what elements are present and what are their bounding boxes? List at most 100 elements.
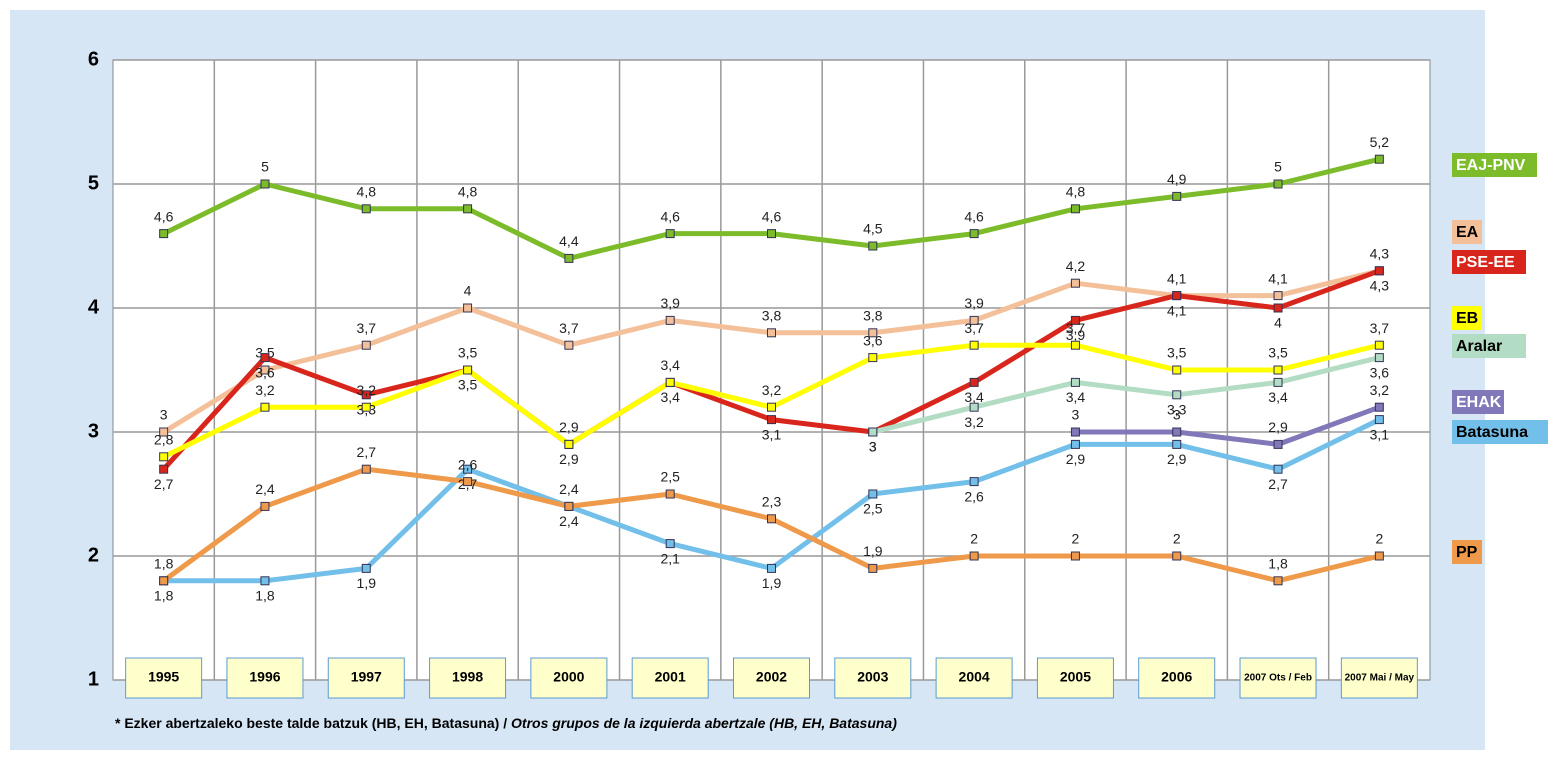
value-label: 4,8 <box>357 184 377 200</box>
value-label: 2,8 <box>154 432 174 448</box>
value-label: 4,6 <box>762 208 782 224</box>
point-marker <box>361 563 371 573</box>
value-label: 4,4 <box>559 233 579 249</box>
point-marker <box>665 229 675 239</box>
y-tick-label: 2 <box>88 544 99 566</box>
value-label: 4,1 <box>1268 270 1288 286</box>
point-marker <box>463 204 473 214</box>
point-marker <box>463 365 473 375</box>
value-label: 3,1 <box>1370 426 1390 442</box>
value-label: 2 <box>1072 531 1080 547</box>
category-box <box>1340 657 1418 699</box>
point-marker <box>868 563 878 573</box>
point-marker <box>1070 427 1080 437</box>
value-label: 3 <box>869 439 877 455</box>
point-marker <box>1070 340 1080 350</box>
x-tick-label: 1997 <box>351 669 382 685</box>
value-label: 3,4 <box>1268 389 1288 405</box>
point-marker <box>868 489 878 499</box>
point-marker <box>969 402 979 412</box>
point-marker <box>1273 365 1283 375</box>
point-marker <box>463 464 473 474</box>
y-tick-label: 1 <box>88 668 99 690</box>
category-box <box>935 657 1013 699</box>
value-label: 3,2 <box>357 382 377 398</box>
value-label: 3,7 <box>1066 320 1086 336</box>
point-marker <box>260 576 270 586</box>
value-label: 3,2 <box>964 414 984 430</box>
point-marker <box>665 315 675 325</box>
point-marker <box>1070 439 1080 449</box>
value-label: 2,5 <box>660 469 680 485</box>
point-marker <box>1374 551 1384 561</box>
value-label: 3,9 <box>1066 327 1086 343</box>
x-tick-label: 1996 <box>249 669 280 685</box>
value-label: 2,9 <box>559 419 579 435</box>
point-marker <box>1273 377 1283 387</box>
value-label: 3,9 <box>660 295 680 311</box>
x-tick-label: 2005 <box>1060 669 1091 685</box>
point-marker <box>1172 365 1182 375</box>
legend-swatch <box>1452 390 1504 414</box>
value-label: 2,4 <box>559 513 579 529</box>
point-marker <box>564 340 574 350</box>
point-marker <box>969 377 979 387</box>
point-marker <box>1273 576 1283 586</box>
category-box <box>834 657 912 699</box>
legend-swatch <box>1452 306 1482 330</box>
value-label: 3,7 <box>964 320 984 336</box>
point-marker <box>1374 402 1384 412</box>
point-marker <box>260 501 270 511</box>
value-label: 2 <box>970 531 978 547</box>
point-marker <box>1273 464 1283 474</box>
value-label: 3,9 <box>964 295 984 311</box>
point-marker <box>159 464 169 474</box>
point-marker <box>665 489 675 499</box>
point-marker <box>1172 291 1182 301</box>
category-box <box>226 657 304 699</box>
legend-swatch <box>1452 420 1548 444</box>
point-marker <box>1374 266 1384 276</box>
x-tick-label: 2004 <box>959 669 990 685</box>
point-marker <box>767 415 776 425</box>
point-marker <box>1273 303 1283 313</box>
value-label: 3 <box>1072 407 1080 423</box>
y-tick-label: 4 <box>88 296 100 318</box>
value-label: 2,9 <box>559 451 579 467</box>
point-marker <box>1172 191 1182 201</box>
point-marker <box>1172 551 1182 561</box>
point-marker <box>767 514 776 524</box>
value-label: 4,9 <box>1167 171 1187 187</box>
point-marker <box>361 464 371 474</box>
point-marker <box>260 353 270 363</box>
value-label: 2,7 <box>154 476 174 492</box>
point-marker <box>159 576 169 586</box>
legend-label: EB <box>1456 310 1478 327</box>
point-marker <box>463 303 473 313</box>
value-label: 5 <box>1274 159 1282 175</box>
value-label: 4,1 <box>1167 302 1187 318</box>
y-tick-label: 3 <box>88 420 99 442</box>
point-marker <box>564 253 574 263</box>
category-box <box>1036 657 1114 699</box>
value-label: 3,1 <box>762 426 782 442</box>
value-label: 2,5 <box>863 501 883 517</box>
point-marker <box>665 377 675 387</box>
footnote: * Ezker abertzaleko beste talde batzuk (… <box>115 715 897 731</box>
legend-label: EA <box>1456 224 1479 241</box>
y-tick-label: 5 <box>88 172 99 194</box>
point-marker <box>767 328 776 338</box>
point-marker <box>767 402 776 412</box>
value-label: 1,8 <box>154 588 174 604</box>
point-marker <box>159 229 169 239</box>
legend-label: PSE-EE <box>1456 254 1515 271</box>
value-label: 4,6 <box>660 208 680 224</box>
legend-swatch <box>1452 540 1482 564</box>
value-label: 1,8 <box>154 556 174 572</box>
point-marker <box>361 402 371 412</box>
value-label: 2,7 <box>357 444 377 460</box>
value-label: 5 <box>261 159 269 175</box>
value-label: 3,7 <box>357 320 377 336</box>
value-label: 3,5 <box>458 345 478 361</box>
